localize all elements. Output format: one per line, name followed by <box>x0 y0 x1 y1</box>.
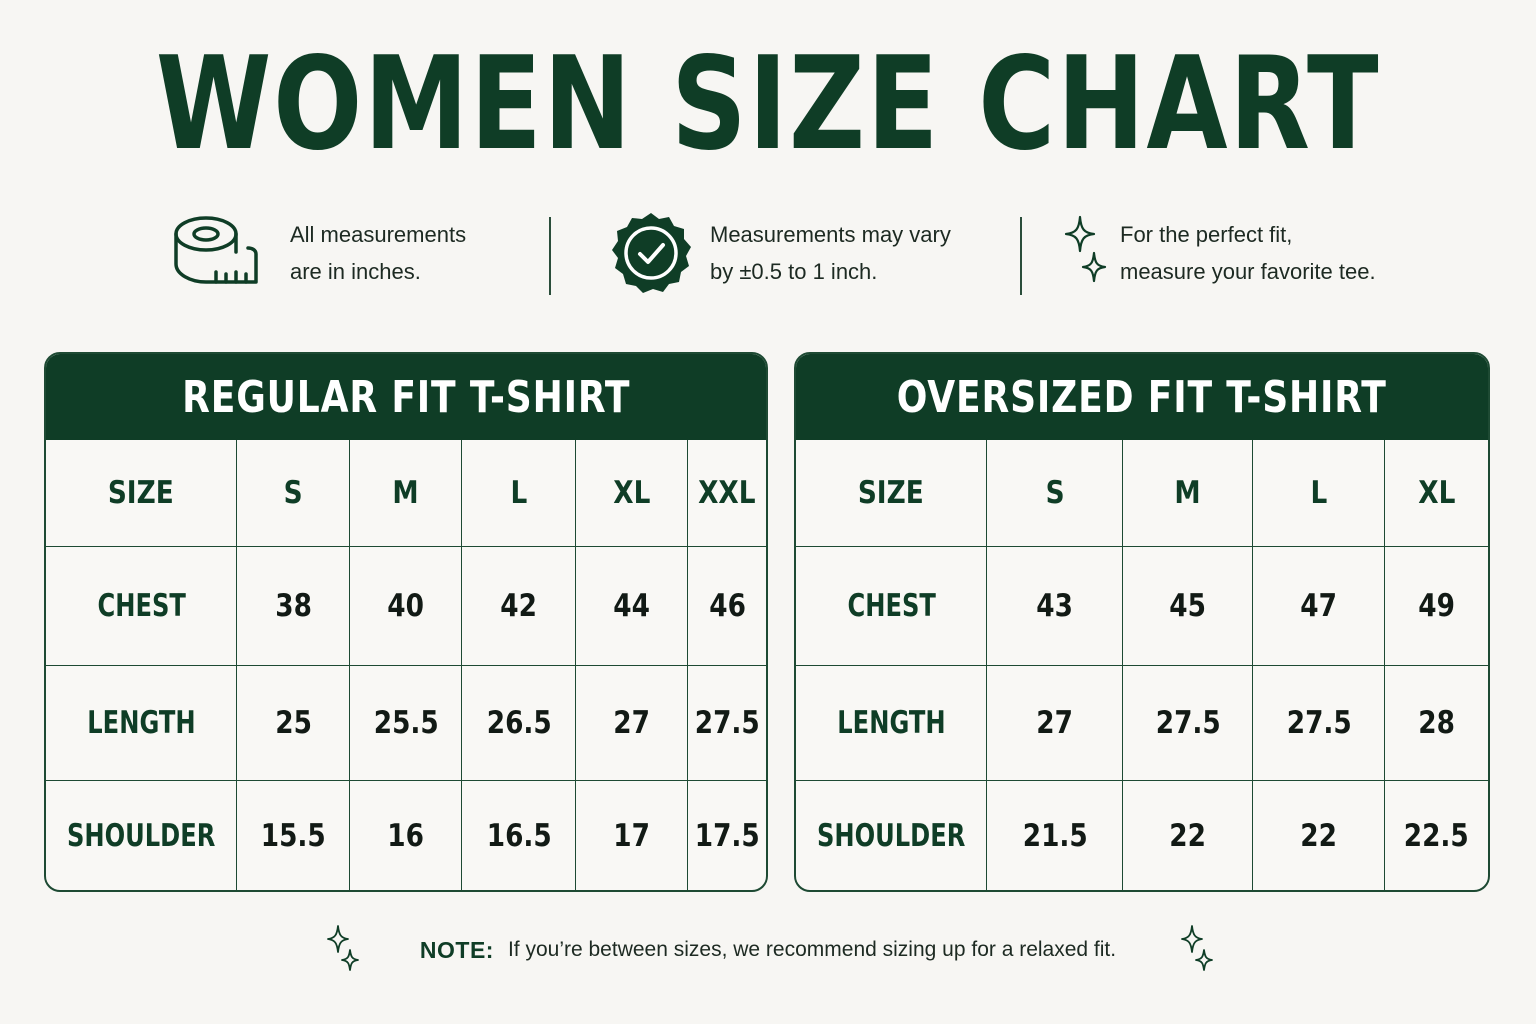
table-cell: 27 <box>986 664 1124 781</box>
table-title: REGULAR FIT T-SHIRT <box>46 354 766 440</box>
table-cell: 42 <box>461 545 577 666</box>
table-cell: 43 <box>986 545 1124 666</box>
table-cell: 17.5 <box>687 779 766 890</box>
table-cell: 28 <box>1384 664 1488 781</box>
table-cell: 16 <box>349 779 463 890</box>
table-cell: 25.5 <box>349 664 463 781</box>
table-cell: 47 <box>1252 545 1386 666</box>
table-cell: 44 <box>575 545 689 666</box>
table-cell: 27 <box>575 664 689 781</box>
table-cell: 17 <box>575 779 689 890</box>
header-cell: S <box>986 440 1124 547</box>
divider <box>1020 217 1022 295</box>
info-measurements-inches: All measurements are in inches. <box>170 205 466 300</box>
table-row: SHOULDER 15.5 16 16.5 17 17.5 <box>46 779 766 890</box>
info-line: Measurements may vary <box>710 221 951 247</box>
row-label: SHOULDER <box>796 779 988 890</box>
regular-fit-table: REGULAR FIT T-SHIRT SIZE S M L XL XXL CH… <box>44 352 768 892</box>
size-table: SIZE S M L XL XXL CHEST 38 40 42 44 46 L… <box>46 440 766 890</box>
sparkle-icon <box>1181 925 1213 971</box>
table-cell: 38 <box>236 545 351 666</box>
info-line: measure your favorite tee. <box>1120 258 1376 284</box>
header-cell: SIZE <box>796 440 988 547</box>
header-cell: L <box>461 440 577 547</box>
header-cell: XL <box>575 440 689 547</box>
table-cell: 16.5 <box>461 779 577 890</box>
table-cell: 27.5 <box>687 664 766 781</box>
header-cell: S <box>236 440 351 547</box>
table-cell: 22 <box>1122 779 1254 890</box>
header-cell: M <box>349 440 463 547</box>
table-header-row: SIZE S M L XL <box>796 440 1488 547</box>
table-cell: 22 <box>1252 779 1386 890</box>
page-title: WOMEN SIZE CHART <box>155 30 1381 179</box>
info-line: All measurements <box>290 221 467 247</box>
table-cell: 15.5 <box>236 779 351 890</box>
table-row: CHEST 43 45 47 49 <box>796 545 1488 666</box>
row-label: SHOULDER <box>46 779 238 890</box>
divider <box>549 217 551 295</box>
header-cell: XXL <box>687 440 766 547</box>
sparkle-icon <box>1064 215 1107 282</box>
table-row: LENGTH 27 27.5 27.5 28 <box>796 664 1488 781</box>
table-title: OVERSIZED FIT T-SHIRT <box>796 354 1488 440</box>
info-line: by ±0.5 to 1 inch. <box>710 258 878 284</box>
row-label: LENGTH <box>796 664 988 781</box>
table-cell: 45 <box>1122 545 1254 666</box>
table-cell: 21.5 <box>986 779 1124 890</box>
info-line: are in inches. <box>290 258 421 284</box>
note: NOTE: If you’re between sizes, we recomm… <box>0 930 1536 970</box>
check-badge-icon <box>612 212 691 293</box>
oversized-fit-table: OVERSIZED FIT T-SHIRT SIZE S M L XL CHES… <box>794 352 1490 892</box>
header-cell: M <box>1122 440 1254 547</box>
tape-measure-icon <box>174 215 258 284</box>
table-cell: 26.5 <box>461 664 577 781</box>
row-label: CHEST <box>796 545 988 666</box>
table-cell: 40 <box>349 545 463 666</box>
row-label: CHEST <box>46 545 238 666</box>
table-cell: 22.5 <box>1384 779 1488 890</box>
note-label: NOTE: <box>419 936 494 963</box>
sparkle-icon <box>327 925 359 971</box>
info-measurements-vary: Measurements may vary by ±0.5 to 1 inch. <box>608 205 951 300</box>
table-cell: 46 <box>687 545 766 666</box>
note-text: If you’re between sizes, we recommend si… <box>507 938 1117 961</box>
table-row: CHEST 38 40 42 44 46 <box>46 545 766 666</box>
info-row: All measurements are in inches. Measurem… <box>0 205 1536 300</box>
table-row: LENGTH 25 25.5 26.5 27 27.5 <box>46 664 766 781</box>
row-label: LENGTH <box>46 664 238 781</box>
table-cell: 27.5 <box>1252 664 1386 781</box>
info-perfect-fit: For the perfect fit, measure your favori… <box>1064 205 1376 300</box>
table-header-row: SIZE S M L XL XXL <box>46 440 766 547</box>
header-cell: SIZE <box>46 440 238 547</box>
header-cell: L <box>1252 440 1386 547</box>
size-table: SIZE S M L XL CHEST 43 45 47 49 LENGTH 2… <box>796 440 1488 890</box>
info-line: For the perfect fit, <box>1120 221 1293 247</box>
table-cell: 49 <box>1384 545 1488 666</box>
table-cell: 27.5 <box>1122 664 1254 781</box>
table-row: SHOULDER 21.5 22 22 22.5 <box>796 779 1488 890</box>
table-cell: 25 <box>236 664 351 781</box>
header-cell: XL <box>1384 440 1488 547</box>
